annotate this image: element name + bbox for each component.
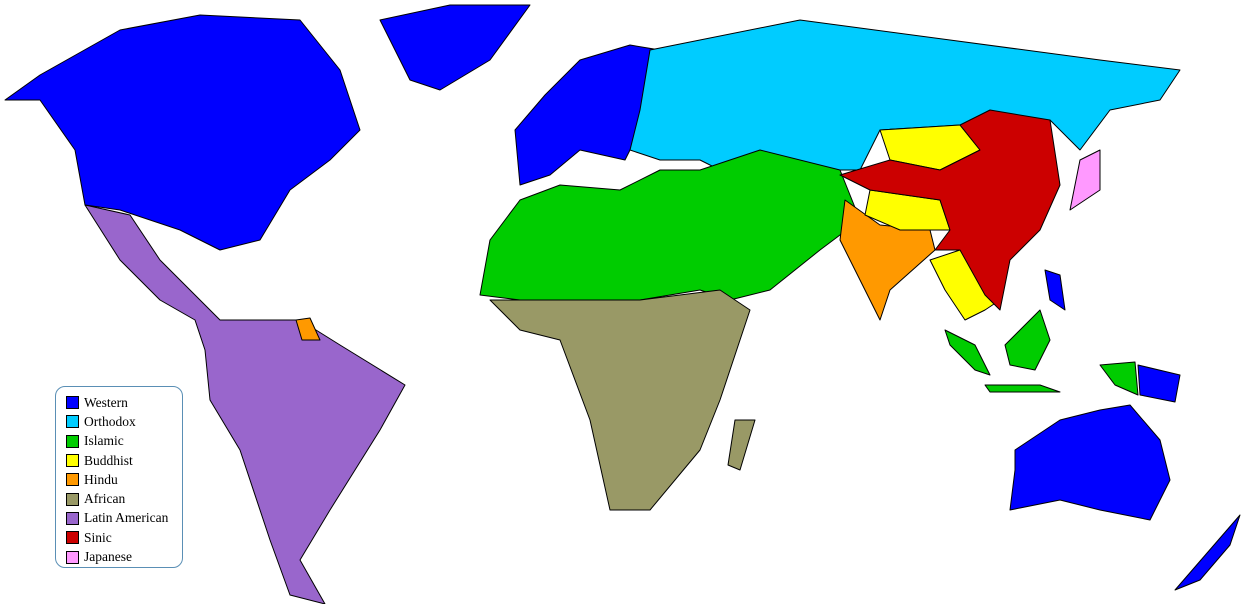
legend-swatch [66,415,79,429]
legend-item-western: Western [66,393,182,412]
region-western-north-america [4,14,361,251]
region-western-new-zealand [1174,514,1241,591]
region-latin-america [84,204,406,604]
legend-item-african: African [66,489,182,508]
region-islamic-java [984,384,1061,393]
legend-label: Latin American [84,510,169,526]
legend: Western Orthodox Islamic Buddhist Hindu … [55,386,183,568]
legend-swatch [66,550,79,564]
region-islamic-indonesia [944,329,991,376]
legend-swatch [66,473,79,487]
legend-item-japanese: Japanese [66,547,182,566]
region-islamic-borneo [1004,309,1051,371]
region-western-papua [1137,364,1181,403]
legend-label: Western [84,394,128,410]
region-western-philippines [1044,269,1066,311]
legend-label: Orthodox [84,413,136,429]
region-islamic [479,149,861,301]
legend-item-sinic: Sinic [66,528,182,547]
region-islamic-new-guinea [1099,361,1139,396]
region-african [489,289,751,511]
region-african-madagascar [727,419,756,471]
legend-swatch [66,454,79,468]
legend-label: African [84,491,126,507]
legend-swatch [66,396,79,410]
legend-item-hindu: Hindu [66,470,182,489]
legend-swatch [66,511,79,525]
legend-item-orthodox: Orthodox [66,412,182,431]
legend-label: Sinic [84,529,112,545]
region-western-greenland [379,4,531,91]
region-western-australia [1009,404,1171,521]
legend-label: Islamic [84,433,124,449]
legend-item-islamic: Islamic [66,432,182,451]
legend-label: Japanese [84,549,132,565]
legend-label: Buddhist [84,452,133,468]
legend-item-latin-american: Latin American [66,509,182,528]
region-sinic [839,109,1061,311]
legend-swatch [66,434,79,448]
legend-swatch [66,531,79,545]
legend-swatch [66,492,79,506]
legend-item-buddhist: Buddhist [66,451,182,470]
region-japanese [1069,149,1101,211]
legend-label: Hindu [84,471,118,487]
region-hindu-guyana [295,317,321,341]
